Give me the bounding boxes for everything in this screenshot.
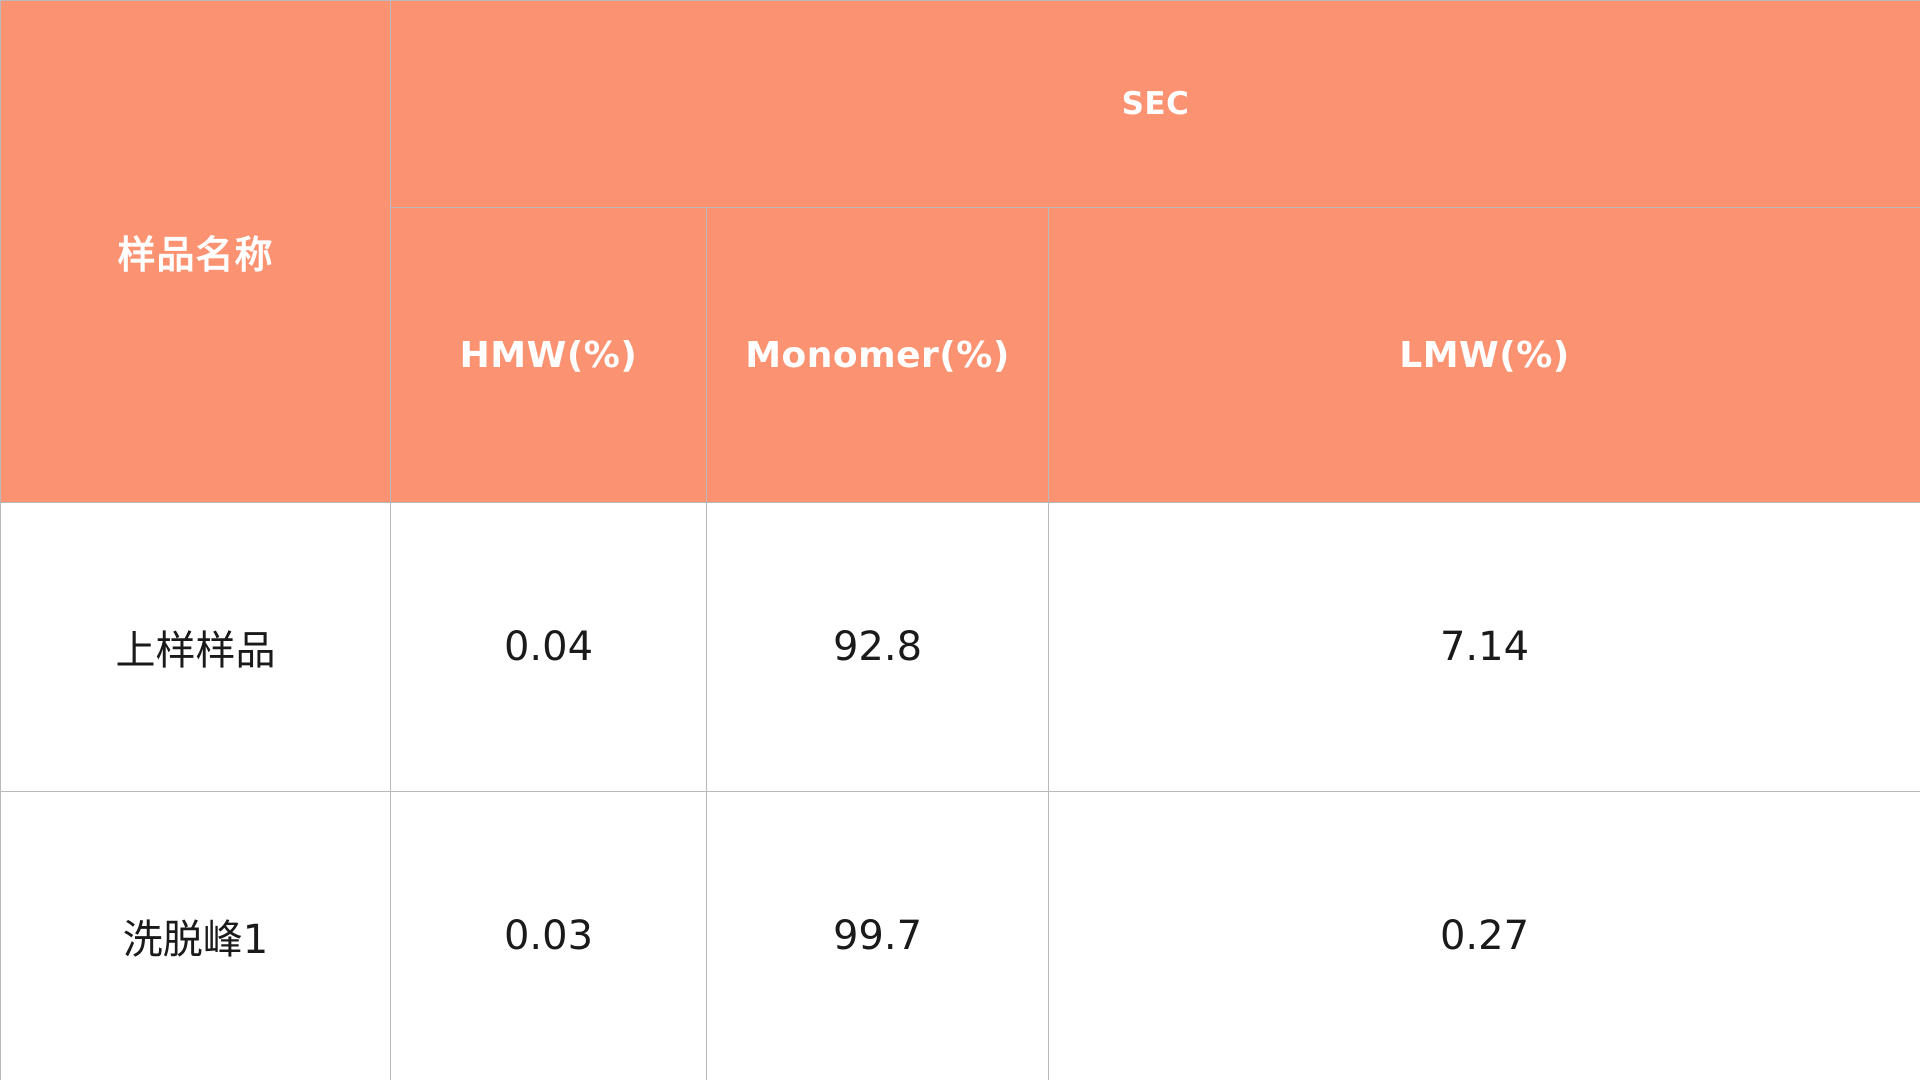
- table-header: 样品名称 SEC HMW(%) Monomer(%) LMW(%): [0, 0, 1920, 503]
- cell-lmw: 7.14: [1048, 502, 1920, 792]
- table-body: 上样样品 0.04 92.8 7.14 洗脱峰1 0.03 99.7 0.27: [0, 502, 1920, 1080]
- cell-monomer: 99.7: [706, 791, 1049, 1080]
- table-row: 洗脱峰1 0.03 99.7 0.27: [0, 791, 1920, 1080]
- header-col-hmw: HMW(%): [390, 207, 707, 503]
- header-row-group: 样品名称 SEC: [0, 0, 1920, 503]
- header-row-columns: HMW(%) Monomer(%) LMW(%): [1, 207, 1920, 503]
- cell-monomer: 92.8: [706, 502, 1049, 792]
- cell-sample-name: 上样样品: [0, 502, 391, 792]
- cell-hmw: 0.03: [390, 791, 707, 1080]
- header-sample-name: 样品名称: [0, 0, 391, 503]
- cell-sample-name: 洗脱峰1: [0, 791, 391, 1080]
- table-row: 上样样品 0.04 92.8 7.14: [0, 502, 1920, 792]
- header-col-lmw: LMW(%): [1048, 207, 1920, 503]
- header-col-monomer: Monomer(%): [706, 207, 1049, 503]
- cell-hmw: 0.04: [390, 502, 707, 792]
- header-group-sec: SEC: [390, 0, 1920, 208]
- cell-lmw: 0.27: [1048, 791, 1920, 1080]
